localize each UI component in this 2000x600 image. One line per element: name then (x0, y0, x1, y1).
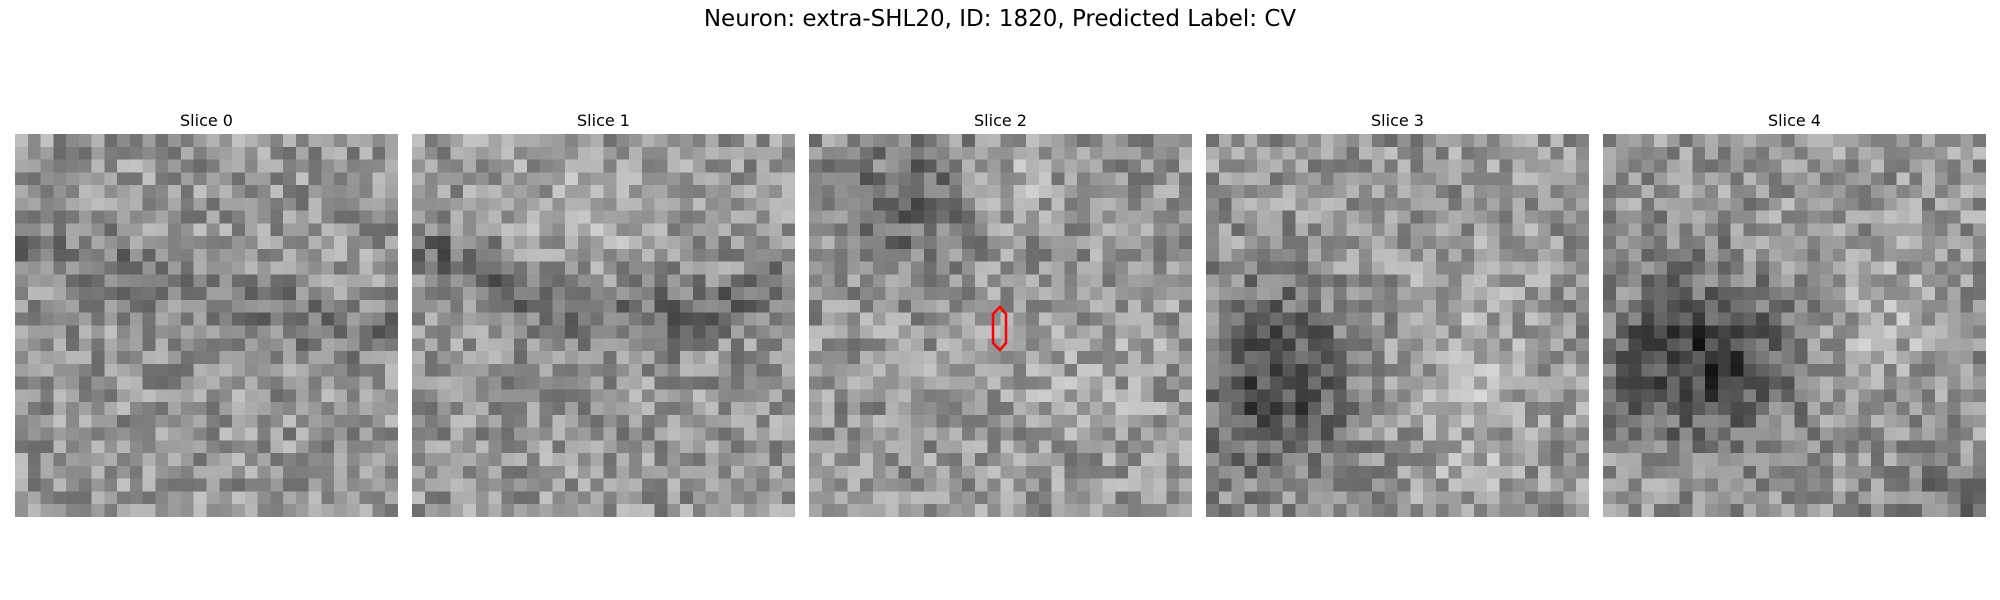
slice-label: Slice 3 (1371, 111, 1424, 130)
figure-title: Neuron: extra-SHL20, ID: 1820, Predicted… (703, 6, 1297, 32)
slice-panel-4: Slice 4 (1603, 108, 1986, 517)
slice-image (15, 134, 398, 517)
slice-panel-1: Slice 1 (412, 108, 795, 517)
slice-image (1206, 134, 1589, 517)
slice-image (412, 134, 795, 517)
roi-outline (991, 305, 1008, 352)
slice-panel-0: Slice 0 (15, 108, 398, 517)
roi-marker (991, 305, 1008, 352)
slice-label: Slice 1 (577, 111, 630, 130)
slice-label: Slice 0 (180, 111, 233, 130)
slice-label: Slice 2 (974, 111, 1027, 130)
slice-image (809, 134, 1192, 517)
slice-panel-2: Slice 2 (809, 108, 1192, 517)
slice-label: Slice 4 (1768, 111, 1821, 130)
slice-image (1603, 134, 1986, 517)
slice-panel-3: Slice 3 (1206, 108, 1589, 517)
